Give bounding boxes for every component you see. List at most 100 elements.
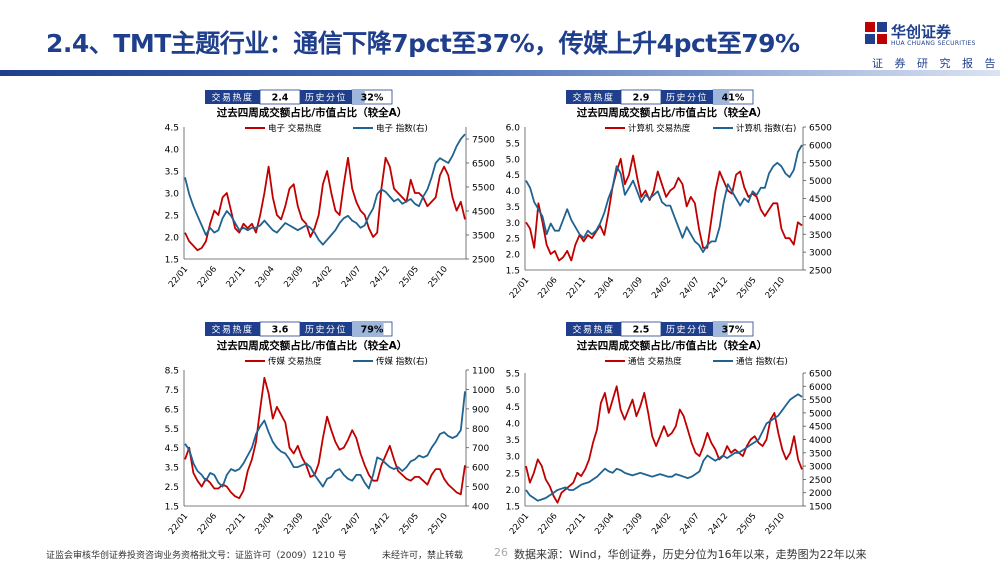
x-tick: 24/07 bbox=[340, 512, 363, 537]
y-left-tick: 4.5 bbox=[506, 403, 520, 413]
chart-title: 过去四周成交额占比/市值占比（较全A） bbox=[577, 106, 767, 119]
pct-label-bg bbox=[300, 90, 352, 104]
y-left-tick: 2.0 bbox=[165, 234, 180, 244]
pct-label-bg bbox=[661, 90, 713, 104]
y-right-tick: 3500 bbox=[809, 231, 832, 241]
y-right-tick: 5500 bbox=[809, 396, 832, 406]
y-right-tick: 500 bbox=[472, 483, 489, 493]
y-left-tick: 3.5 bbox=[165, 464, 179, 474]
y-right-tick: 7500 bbox=[472, 136, 495, 146]
index-series-line bbox=[184, 391, 466, 490]
pct-value: 41% bbox=[722, 93, 745, 104]
y-left-tick: 8.5 bbox=[165, 367, 179, 377]
y-right-tick: 6500 bbox=[809, 370, 832, 380]
x-tick: 23/09 bbox=[622, 512, 645, 537]
y-left-tick: 2.5 bbox=[165, 483, 179, 493]
page-title: 2.4、TMT主题行业：通信下降7pct至37%，传媒上升4pct至79% bbox=[46, 29, 800, 58]
x-tick: 24/07 bbox=[678, 512, 701, 537]
x-tick: 24/12 bbox=[369, 512, 392, 537]
x-tick: 24/02 bbox=[650, 276, 673, 301]
x-tick: 22/01 bbox=[167, 512, 190, 537]
y-left-tick: 4.5 bbox=[506, 171, 520, 181]
pct-label: 历史分位 bbox=[666, 324, 708, 336]
y-right-tick: 600 bbox=[472, 464, 489, 474]
index-series-line bbox=[184, 133, 466, 246]
y-left-tick: 3.5 bbox=[506, 203, 520, 213]
logo-name: 华创证券 bbox=[891, 23, 952, 41]
x-tick: 25/10 bbox=[764, 276, 787, 301]
pct-bar-fill bbox=[713, 90, 730, 104]
pct-value: 37% bbox=[722, 325, 745, 336]
x-tick: 24/07 bbox=[340, 265, 363, 290]
y-left-tick: 4.0 bbox=[165, 146, 180, 156]
y-right-tick: 1000 bbox=[472, 386, 495, 396]
y-left-tick: 3.0 bbox=[506, 219, 521, 229]
pct-label: 历史分位 bbox=[666, 92, 708, 104]
x-tick: 24/02 bbox=[311, 265, 334, 290]
logo-name-en: HUA CHUANG SECURITIES bbox=[891, 40, 976, 47]
pct-value: 79% bbox=[361, 325, 384, 336]
y-left-tick: 3.0 bbox=[165, 190, 180, 200]
x-tick: 23/04 bbox=[593, 276, 616, 301]
heat-series-line bbox=[525, 154, 803, 262]
y-left-tick: 3.5 bbox=[506, 436, 520, 446]
y-left-tick: 4.5 bbox=[165, 124, 179, 134]
y-left-tick: 3.0 bbox=[506, 453, 521, 463]
y-left-tick: 2.0 bbox=[506, 486, 521, 496]
y-right-tick: 4500 bbox=[472, 208, 495, 218]
y-right-tick: 5500 bbox=[472, 184, 495, 194]
y-left-tick: 1.5 bbox=[165, 503, 179, 513]
x-tick: 23/04 bbox=[253, 265, 276, 290]
y-right-tick: 1500 bbox=[809, 503, 832, 513]
y-left-tick: 5.5 bbox=[506, 370, 520, 380]
y-right-tick: 800 bbox=[472, 425, 489, 435]
heat-label-bg bbox=[205, 90, 260, 104]
legend-heat-label: 通信 交易热度 bbox=[628, 356, 682, 367]
x-tick: 23/04 bbox=[593, 512, 616, 537]
pct-label: 历史分位 bbox=[305, 92, 347, 104]
y-left-tick: 2.5 bbox=[506, 469, 520, 479]
y-left-tick: 6.0 bbox=[506, 124, 521, 134]
y-right-tick: 2500 bbox=[809, 476, 832, 486]
y-right-tick: 4500 bbox=[809, 195, 832, 205]
x-tick: 24/02 bbox=[311, 512, 334, 537]
chart-media: 交易热度 3.6 历史分位 79% 过去四周成交额占比/市值占比（较全A） 传媒 交易热度… bbox=[165, 321, 495, 537]
heat-value: 2.5 bbox=[633, 325, 650, 336]
x-tick: 24/02 bbox=[650, 512, 673, 537]
heat-series-line bbox=[184, 376, 466, 500]
x-tick: 22/11 bbox=[225, 512, 248, 537]
x-tick: 23/09 bbox=[282, 512, 305, 537]
pct-label-bg bbox=[300, 322, 352, 336]
legend-index-label: 电子 指数(右) bbox=[376, 123, 428, 134]
x-tick: 25/10 bbox=[426, 265, 449, 290]
x-tick: 22/06 bbox=[196, 265, 219, 290]
y-left-tick: 6.5 bbox=[165, 405, 179, 415]
y-left-tick: 3.5 bbox=[165, 168, 179, 178]
footer-notice: 未经许可，禁止转载 bbox=[382, 551, 464, 561]
y-left-tick: 4.0 bbox=[506, 187, 521, 197]
y-left-tick: 5.0 bbox=[506, 155, 521, 165]
y-left-tick: 5.0 bbox=[506, 386, 521, 396]
page-number: 26 bbox=[494, 546, 508, 559]
y-right-tick: 6500 bbox=[809, 124, 832, 134]
y-left-tick: 2.5 bbox=[165, 212, 179, 222]
report-tagline: 证 券 研 究 报 告 bbox=[872, 57, 1000, 70]
y-left-tick: 2.5 bbox=[506, 235, 520, 245]
chart-title: 过去四周成交额占比/市值占比（较全A） bbox=[577, 339, 767, 352]
y-left-tick: 4.0 bbox=[506, 419, 521, 429]
pct-bar-fill bbox=[352, 322, 384, 336]
footer-license: 证监会审核华创证券投资咨询业务资格批文号：证监许可（2009）1210 号 bbox=[46, 551, 347, 561]
y-right-tick: 1100 bbox=[472, 367, 495, 377]
x-tick: 25/05 bbox=[398, 265, 421, 290]
y-left-tick: 1.5 bbox=[506, 267, 520, 277]
x-tick: 22/06 bbox=[196, 512, 219, 537]
pct-value: 32% bbox=[361, 93, 384, 104]
x-tick: 22/11 bbox=[565, 276, 588, 301]
y-right-tick: 5500 bbox=[809, 159, 832, 169]
x-tick: 23/09 bbox=[622, 276, 645, 301]
index-series-line bbox=[525, 393, 803, 502]
y-left-tick: 4.5 bbox=[165, 444, 179, 454]
heat-label-bg bbox=[205, 322, 260, 336]
